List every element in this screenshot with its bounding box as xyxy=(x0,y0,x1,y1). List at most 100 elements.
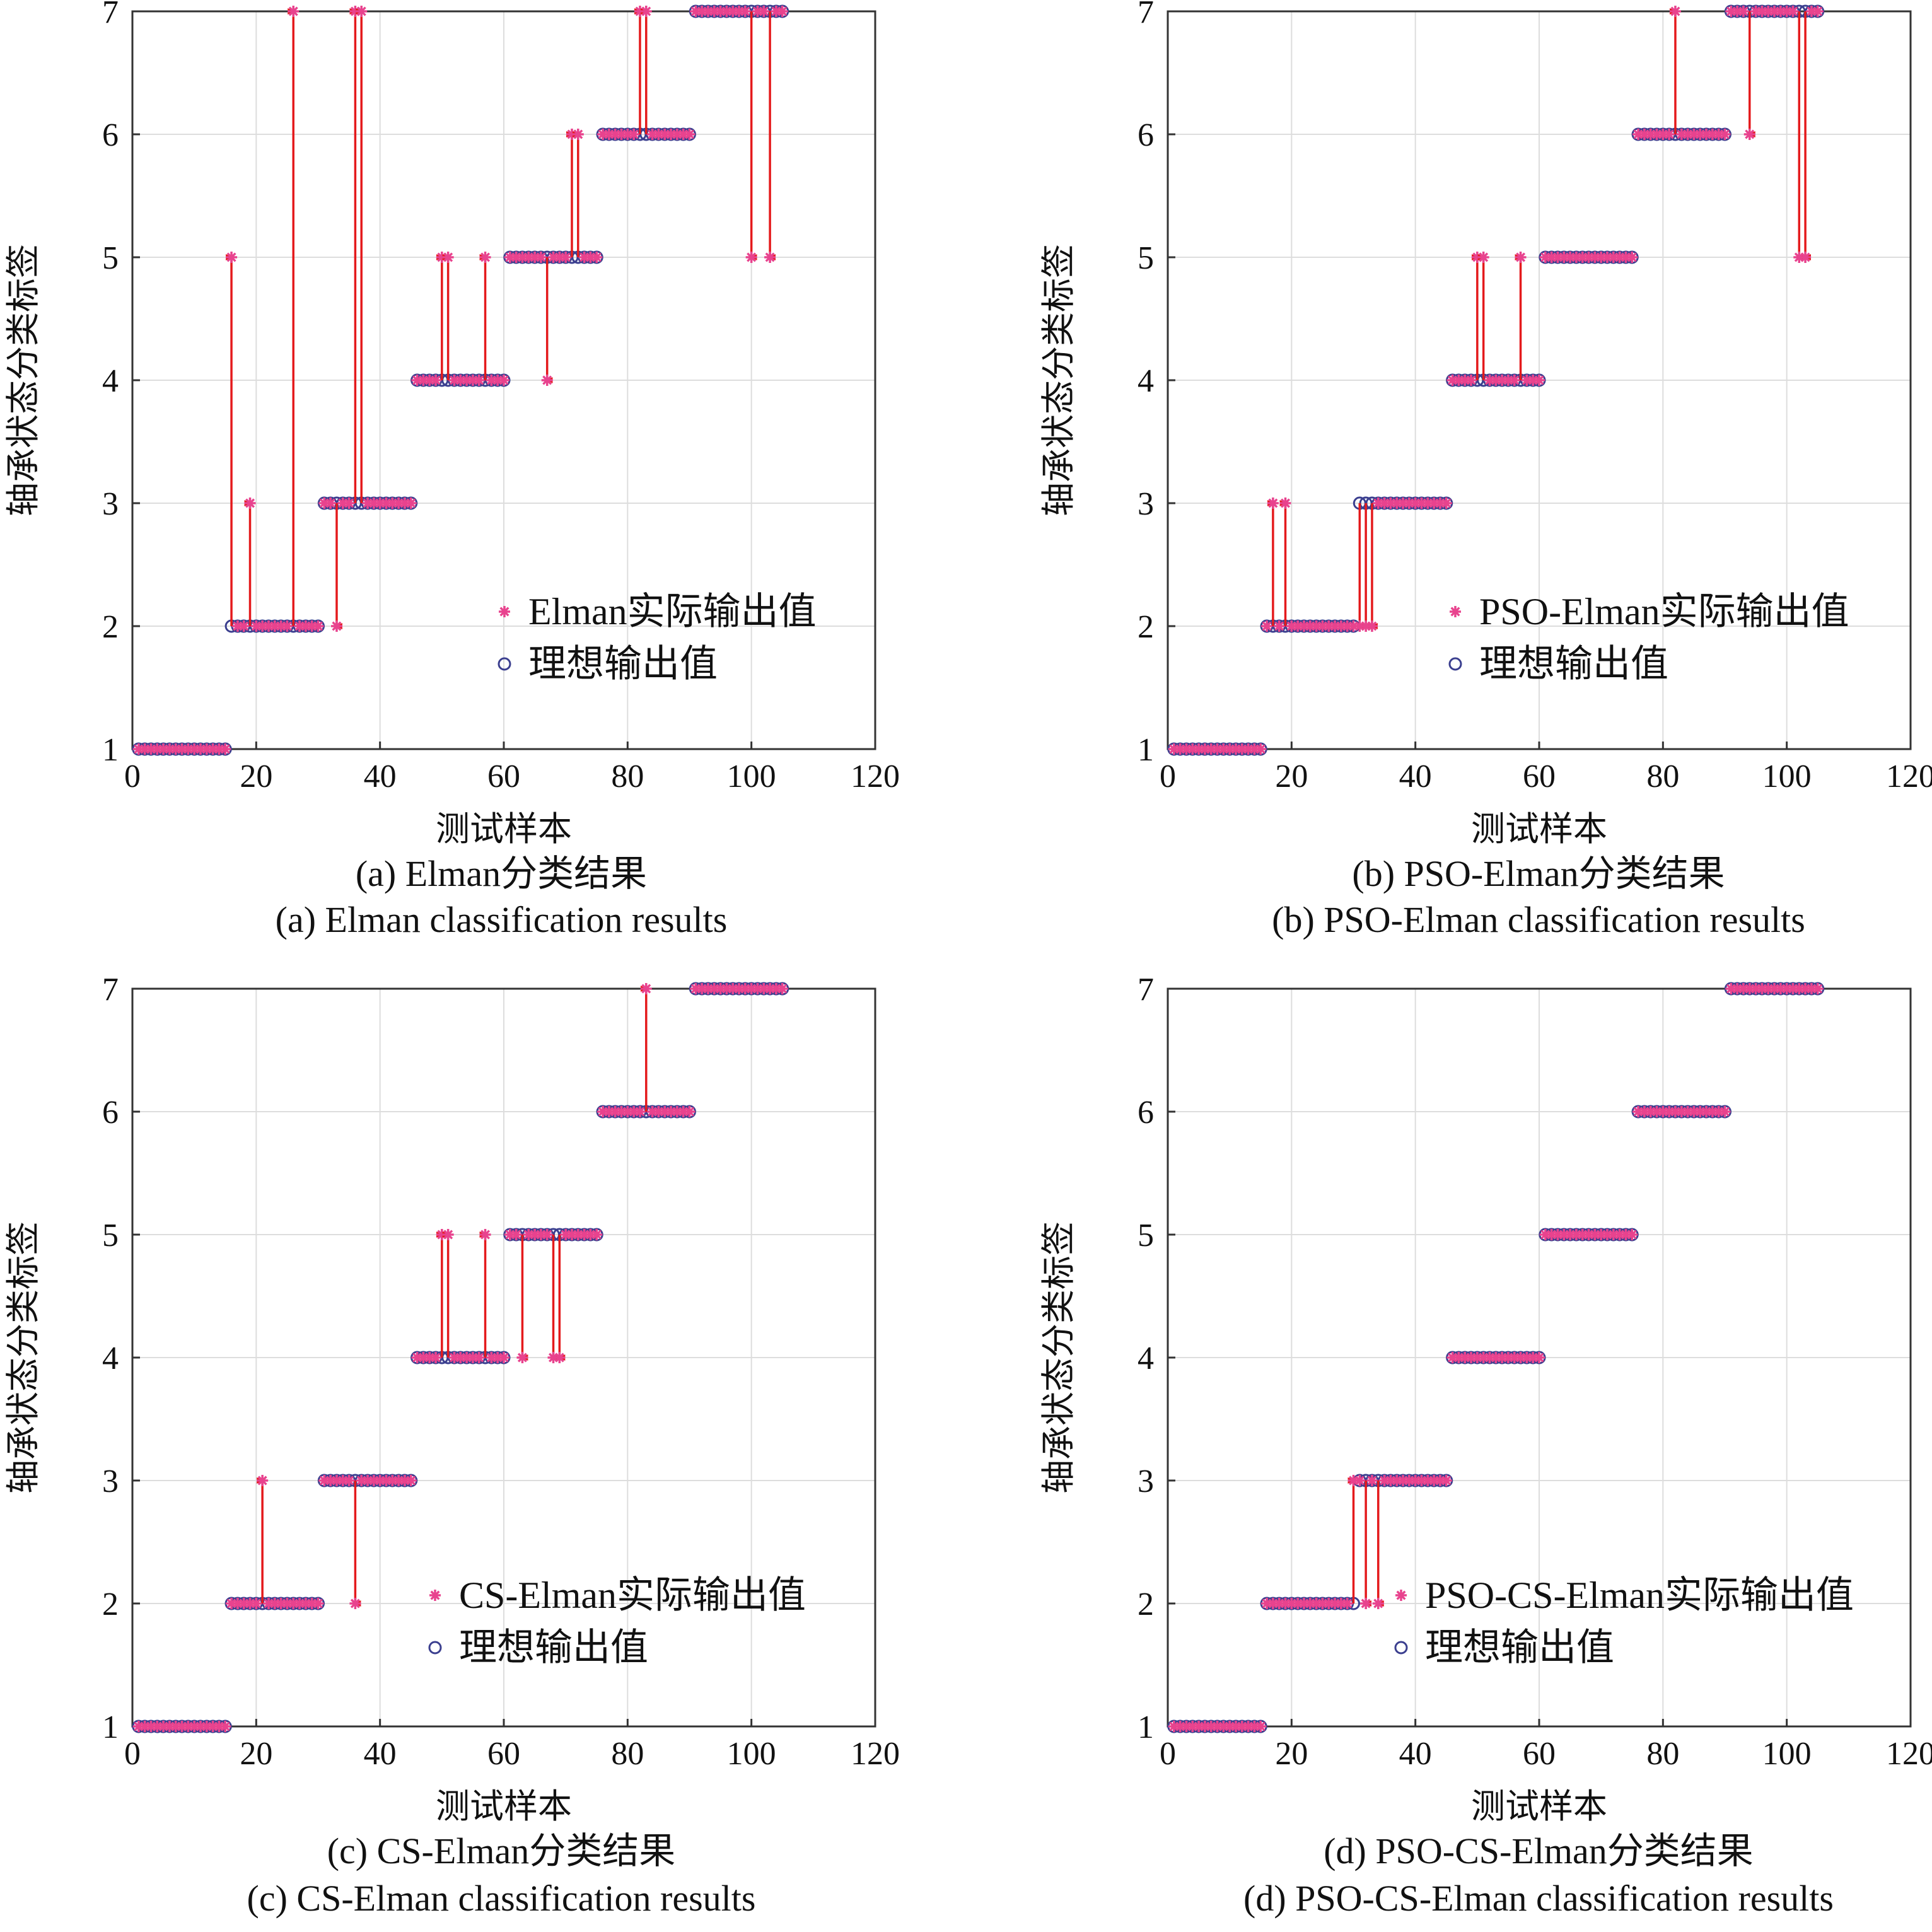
actual-marker-stroke xyxy=(1534,375,1544,385)
actual-marker xyxy=(1341,1598,1353,1609)
actual-marker-stroke xyxy=(1450,607,1460,617)
y-tick-label: 2 xyxy=(1138,1586,1154,1622)
actual-marker xyxy=(498,1352,509,1363)
actual-marker xyxy=(312,1598,324,1609)
y-tick-label: 7 xyxy=(102,972,119,1008)
actual-marker xyxy=(430,1352,442,1363)
x-tick-label: 100 xyxy=(1762,759,1812,794)
actual-marker xyxy=(591,1229,603,1240)
y-tick-label: 6 xyxy=(1138,1095,1154,1131)
misclassified-marker xyxy=(349,1598,361,1609)
misclassified-marker xyxy=(745,252,757,263)
y-tick-label: 2 xyxy=(102,1586,119,1622)
y-tick-label: 1 xyxy=(102,732,119,768)
actual-marker xyxy=(752,983,764,994)
actual-marker-stroke xyxy=(406,498,416,508)
y-tick-label: 4 xyxy=(102,363,119,399)
actual-marker-stroke xyxy=(740,6,750,16)
y-tick-label: 5 xyxy=(102,1218,119,1254)
x-axis-label: 测试样本 xyxy=(1471,1786,1607,1826)
y-axis-label: 轴承状态分类标签 xyxy=(1039,1221,1078,1494)
y-tick-label: 7 xyxy=(1138,0,1154,30)
x-tick-label: 20 xyxy=(240,1736,272,1772)
legend-actual-label: PSO-CS-Elman实际输出值 xyxy=(1425,1574,1854,1616)
legend-actual-label: PSO-Elman实际输出值 xyxy=(1479,591,1849,632)
chart-panels: 0 20 40 60 80 100 1201234567测试样本轴承状态分类标签Elman实… xyxy=(3,0,1932,1919)
y-tick-label: 4 xyxy=(1138,363,1154,399)
actual-marker xyxy=(541,1229,553,1240)
actual-marker-stroke xyxy=(480,252,491,262)
misclassified-marker xyxy=(244,498,256,509)
actual-marker xyxy=(560,252,572,263)
actual-marker xyxy=(1366,1475,1378,1486)
y-tick-label: 3 xyxy=(1138,1464,1154,1499)
actual-marker xyxy=(250,1598,262,1609)
misclassified-marker xyxy=(479,1229,491,1240)
actual-marker-stroke xyxy=(1670,6,1680,16)
actual-marker-stroke xyxy=(443,1230,453,1240)
misclassified-marker xyxy=(1669,6,1681,17)
actual-marker-stroke xyxy=(220,1721,230,1731)
ideal-marker xyxy=(498,657,511,671)
misclassified-marker xyxy=(1800,252,1812,263)
actual-marker-stroke xyxy=(443,252,453,262)
actual-marker-stroke xyxy=(1534,1353,1544,1363)
actual-marker xyxy=(1787,6,1799,17)
actual-marker xyxy=(281,620,293,632)
actual-marker-stroke xyxy=(641,984,651,994)
y-tick-label: 6 xyxy=(1138,117,1154,153)
x-tick-label: 20 xyxy=(240,759,272,794)
y-axis-label: 轴承状态分类标签 xyxy=(3,1221,43,1494)
x-tick-label: 0 xyxy=(1160,1736,1176,1772)
actual-marker xyxy=(343,1475,355,1486)
actual-marker-stroke xyxy=(1510,375,1520,385)
actual-marker-stroke xyxy=(1516,252,1526,262)
actual-marker-stroke xyxy=(239,621,249,631)
actual-marker-stroke xyxy=(1627,1230,1637,1240)
actual-marker-stroke xyxy=(332,621,342,631)
actual-marker-stroke xyxy=(1738,6,1749,16)
actual-marker xyxy=(535,252,547,263)
legend-actual-label: Elman实际输出值 xyxy=(528,591,817,632)
actual-marker-stroke xyxy=(344,498,354,508)
actual-marker-stroke xyxy=(356,6,366,16)
actual-marker-stroke xyxy=(1280,498,1291,508)
actual-marker-stroke xyxy=(325,498,335,508)
x-tick-label: 60 xyxy=(487,1736,520,1772)
actual-marker-stroke xyxy=(257,1475,267,1486)
actual-marker-stroke xyxy=(1262,621,1272,631)
actual-marker-stroke xyxy=(313,621,323,631)
actual-marker-stroke xyxy=(1367,1475,1377,1486)
actual-marker-stroke xyxy=(747,252,757,262)
legend-actual-marker xyxy=(429,1590,441,1601)
actual-marker-stroke xyxy=(542,375,552,385)
actual-marker xyxy=(684,1106,695,1117)
actual-marker-stroke xyxy=(777,984,788,994)
actual-marker xyxy=(1533,1352,1545,1363)
actual-marker-stroke xyxy=(684,1107,695,1117)
actual-marker xyxy=(1440,1475,1452,1486)
actual-marker-stroke xyxy=(1441,1475,1452,1486)
actual-marker-stroke xyxy=(1441,498,1452,508)
actual-marker xyxy=(1255,1721,1267,1732)
x-axis-label: 测试样本 xyxy=(1471,809,1607,849)
actual-marker-stroke xyxy=(220,744,230,754)
actual-marker-stroke xyxy=(1361,1598,1371,1609)
actual-marker xyxy=(1255,743,1267,755)
actual-marker-stroke xyxy=(511,1230,521,1240)
actual-marker-stroke xyxy=(1664,129,1674,139)
actual-marker xyxy=(684,129,695,140)
actual-marker-stroke xyxy=(1348,1475,1359,1486)
actual-marker xyxy=(405,498,417,509)
caption-en: (d) PSO-CS-Elman classification results xyxy=(1243,1878,1834,1919)
actual-marker-stroke xyxy=(1373,1598,1383,1609)
actual-marker xyxy=(473,375,485,386)
y-tick-label: 4 xyxy=(102,1341,119,1376)
actual-marker-stroke xyxy=(1813,984,1823,994)
x-tick-label: 80 xyxy=(611,1736,644,1772)
x-tick-label: 80 xyxy=(1646,759,1679,794)
actual-marker-stroke xyxy=(777,6,788,16)
chart-panel-d: 0 20 40 60 80 100 120 1 2 3 4 5 6 7 测试样本 轴承状态分类标签 PSO-CS… xyxy=(1039,972,1932,1919)
actual-marker-stroke xyxy=(635,1107,645,1117)
actual-marker-stroke xyxy=(765,252,775,262)
